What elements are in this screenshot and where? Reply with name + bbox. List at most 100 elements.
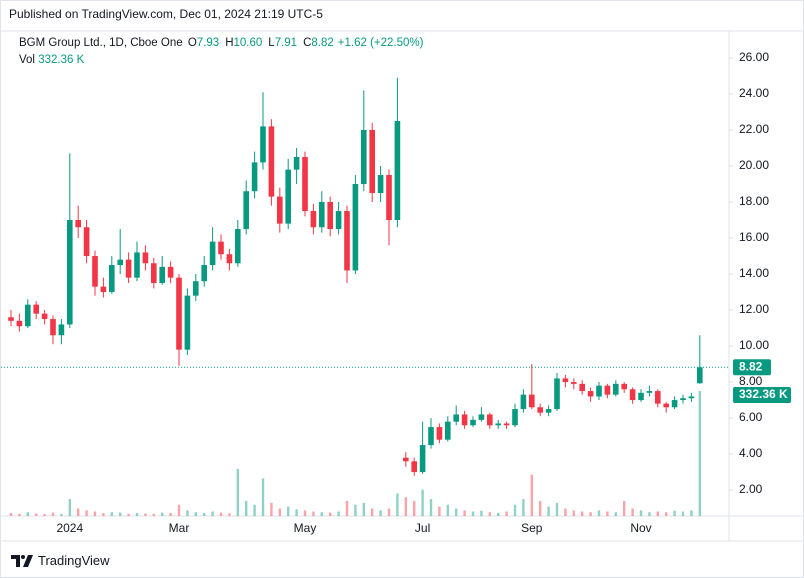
ohlc-row: BGM Group Ltd., 1D, Cboe One O7.93 H10.60… bbox=[19, 35, 427, 52]
candle-body bbox=[117, 259, 123, 266]
candle-body bbox=[319, 202, 325, 228]
candle-body bbox=[41, 313, 48, 320]
candle-body bbox=[125, 259, 132, 278]
candle-body bbox=[251, 162, 258, 192]
ohlc-key: O bbox=[187, 37, 197, 49]
volume-bar bbox=[228, 513, 231, 516]
volume-bar bbox=[673, 510, 676, 516]
volume-bar bbox=[93, 511, 97, 516]
ohlc-key: C bbox=[303, 37, 312, 49]
candle-body bbox=[621, 383, 627, 390]
ohlc-key: L bbox=[268, 37, 275, 49]
candle-body bbox=[478, 414, 485, 420]
candle-body bbox=[151, 263, 157, 284]
volume-bar bbox=[270, 502, 273, 516]
candle-body bbox=[537, 407, 543, 413]
volume-bar bbox=[564, 508, 567, 516]
candle-body bbox=[545, 409, 552, 413]
volume-bar bbox=[404, 497, 407, 516]
volume-bar bbox=[471, 511, 475, 516]
candle-body bbox=[268, 126, 275, 197]
y-tick-label: 20.00 bbox=[739, 158, 769, 172]
candle-body bbox=[562, 378, 569, 383]
y-tick-label: 10.00 bbox=[739, 338, 769, 352]
volume-bar bbox=[102, 512, 105, 516]
candle-body bbox=[218, 241, 224, 255]
volume-bar bbox=[513, 504, 517, 516]
volume-bar bbox=[303, 510, 307, 516]
volume-bar bbox=[421, 489, 424, 516]
x-tick-label: 2024 bbox=[56, 521, 83, 535]
candle-body bbox=[277, 196, 283, 224]
candle-body bbox=[529, 394, 535, 408]
candle-body bbox=[201, 265, 207, 282]
candle-body bbox=[520, 394, 527, 410]
candle-body bbox=[453, 414, 459, 422]
volume-bar bbox=[60, 513, 63, 516]
candle-body bbox=[646, 391, 653, 393]
volume-bar bbox=[429, 499, 433, 516]
candle-body bbox=[67, 220, 73, 325]
volume-bar bbox=[51, 512, 55, 516]
candle-body bbox=[142, 252, 149, 264]
candle-body bbox=[377, 175, 384, 194]
volume-bar bbox=[312, 511, 315, 516]
candle-body bbox=[184, 295, 191, 350]
candle-body bbox=[428, 427, 434, 446]
volume-bar bbox=[438, 506, 441, 516]
volume-bar bbox=[455, 508, 458, 516]
candle-body bbox=[671, 400, 678, 408]
volume-bar bbox=[581, 511, 584, 516]
volume-bar bbox=[152, 513, 155, 516]
candle-body bbox=[235, 229, 241, 264]
y-tick-label: 4.00 bbox=[739, 446, 763, 460]
volume-bar bbox=[589, 512, 592, 516]
candle-body bbox=[445, 421, 451, 440]
volume-row: Vol 332.36 K bbox=[19, 52, 427, 69]
candle-body bbox=[419, 445, 426, 473]
volume-bar bbox=[127, 513, 130, 516]
volume-bar bbox=[597, 510, 601, 516]
candle-body bbox=[403, 457, 409, 462]
volume-bar bbox=[387, 508, 391, 516]
y-tick-label: 12.00 bbox=[739, 302, 769, 316]
volume-bar bbox=[135, 512, 139, 516]
volume-bar bbox=[329, 512, 332, 516]
candle-body bbox=[386, 175, 392, 221]
y-tick-label: 18.00 bbox=[739, 194, 769, 208]
volume-bar bbox=[396, 493, 399, 516]
candle-body bbox=[100, 286, 107, 293]
volume-badge bbox=[733, 387, 791, 403]
volume-bar bbox=[463, 510, 466, 516]
volume-bar bbox=[35, 513, 38, 516]
candle-body bbox=[680, 398, 686, 401]
volume-bar bbox=[320, 512, 323, 516]
candle-body bbox=[554, 378, 560, 410]
volume-bar bbox=[186, 510, 189, 516]
candle-body bbox=[134, 252, 140, 278]
candle-body bbox=[75, 220, 81, 228]
volume-bar bbox=[371, 508, 374, 516]
volume-bar bbox=[488, 512, 491, 516]
ohlc: O7.93 H10.60 L7.91 C8.82 bbox=[186, 37, 338, 49]
volume-bar bbox=[9, 512, 13, 516]
volume-bar bbox=[656, 511, 659, 516]
volume-bar bbox=[68, 499, 71, 516]
x-tick-label: Jul bbox=[415, 521, 430, 535]
x-tick-label: Sep bbox=[521, 521, 543, 535]
volume-bar bbox=[698, 391, 701, 516]
volume-bar bbox=[245, 500, 248, 516]
candle-body bbox=[361, 130, 367, 185]
candle-body bbox=[293, 157, 300, 170]
volume-bar bbox=[203, 512, 206, 516]
candle-body bbox=[50, 319, 56, 336]
ohlc-value: 8.82 bbox=[311, 37, 334, 49]
y-tick-label: 6.00 bbox=[739, 410, 763, 424]
candle-body bbox=[193, 281, 199, 296]
volume-bar bbox=[261, 478, 265, 516]
volume-bar bbox=[337, 511, 340, 516]
volume-bar bbox=[362, 502, 365, 516]
candle-body bbox=[394, 121, 401, 221]
candle-body bbox=[487, 414, 493, 426]
candle-body bbox=[327, 202, 333, 230]
